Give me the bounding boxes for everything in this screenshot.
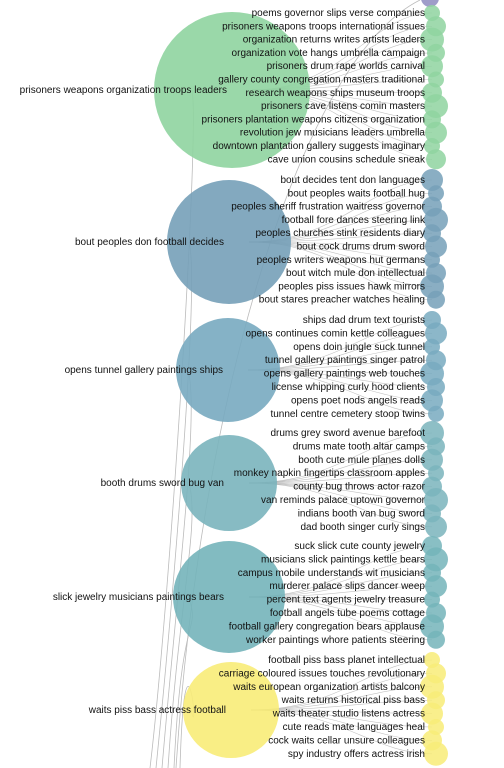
- leaf-label: worker paintings whore patients steering: [245, 635, 425, 646]
- leaf-link: [250, 709, 433, 741]
- group-bubbles: [154, 12, 310, 758]
- leaf-link: [248, 482, 433, 501]
- leaf-label: cock waits cellar unsure colleagues: [268, 735, 425, 746]
- leaf-label: football gallery congregation bears appl…: [229, 621, 426, 632]
- leaf-label: indians booth van bug sword: [298, 508, 425, 519]
- leaf-bubble: [424, 741, 448, 766]
- leaf-label: drums grey sword avenue barefoot: [270, 428, 425, 439]
- leaf-link: [250, 673, 433, 711]
- leaf-link: [250, 686, 433, 711]
- leaf-bubble: [421, 702, 443, 725]
- leaf-link: [248, 459, 433, 484]
- group-bubble: [173, 541, 285, 653]
- group-label: prisoners weapons organization troops le…: [20, 85, 227, 96]
- group-bubble: [176, 318, 280, 422]
- leaf-label: county bug throws actor razor: [293, 482, 425, 493]
- leaf-label: cave union cousins schedule sneak: [268, 154, 426, 165]
- leaf-label: gallery county congregation masters trad…: [218, 75, 425, 86]
- leaf-label: ships dad drum text tourists: [303, 315, 425, 326]
- leaf-label: revolution jew musicians leaders umbrell…: [240, 128, 426, 139]
- leaf-label: percent text agents jewelry treasure: [267, 595, 426, 606]
- leaf-bubble: [426, 149, 446, 170]
- leaf-label: bout stares preacher watches healing: [259, 295, 425, 306]
- leaf-label: football piss bass planet intellectual: [268, 655, 425, 666]
- leaf-bubble: [425, 575, 447, 598]
- leaf-label: prisoners plantation weapons citizens or…: [202, 114, 425, 125]
- leaf-link: [250, 709, 433, 728]
- leaf-bubble: [427, 630, 445, 649]
- leaf-label: organization returns writes artists lead…: [243, 35, 425, 46]
- leaf-link: [250, 709, 433, 755]
- leaf-link: [250, 659, 433, 711]
- leaf-label: campus mobile understands wit musicians: [238, 568, 425, 579]
- leaf-label: opens doin jungle suck tunnel: [293, 342, 425, 353]
- leaf-label: drums mate tooth altar camps: [293, 441, 425, 452]
- labels-layer: poems governor slips verse companies pris…: [20, 8, 426, 760]
- leaf-label: cute reads mate languages heal: [283, 722, 425, 733]
- leaf-link: [248, 446, 433, 484]
- leaf-label: peoples writers weapons hut germans: [257, 255, 425, 266]
- group-bubble: [181, 435, 277, 531]
- leaf-label: peoples churches stink residents diary: [255, 228, 425, 239]
- group-label: slick jewelry musicians paintings bears: [53, 592, 224, 603]
- group-bubble: [154, 12, 310, 168]
- leaf-label: prisoners drum rape worlds carnival: [267, 61, 425, 72]
- leaf-label: waits theater studio listens actress: [272, 709, 425, 720]
- leaf-label: research weapons ships museum troops: [245, 88, 425, 99]
- group-label: bout peoples don football decides: [75, 237, 224, 248]
- leaf-label: prisoners cave listens comin masters: [261, 101, 425, 112]
- leaf-label: football angels tube poems cottage: [270, 608, 426, 619]
- leaf-bubble: [421, 448, 443, 471]
- leaf-bubble: [421, 389, 443, 412]
- leaf-label: spy industry offers actress irish: [288, 749, 425, 760]
- leaf-label: van reminds palace uptown governor: [261, 495, 426, 506]
- leaf-link: [248, 432, 433, 484]
- leaf-bubble: [428, 405, 444, 422]
- group-label: booth drums sword bug van: [101, 478, 224, 489]
- leaf-label: opens continues comin kettle colleagues: [245, 328, 425, 339]
- leaf-link: [250, 709, 433, 714]
- leaf-link: [248, 482, 433, 514]
- leaf-label: bout cock drums drum sword: [297, 242, 425, 253]
- leaf-bubble: [421, 0, 439, 7]
- leaf-label: opens gallery paintings web touches: [264, 369, 425, 380]
- leaf-label: organization vote hangs umbrella campaig…: [232, 48, 425, 59]
- leaf-label: waits european organization artists balc…: [232, 682, 425, 693]
- leaf-label: tunnel centre cemetery stoop twins: [270, 409, 425, 420]
- leaf-label: peoples piss issues hawk mirrors: [278, 281, 425, 292]
- leaf-bubbles: [420, 0, 448, 766]
- leaf-label: carriage coloured issues touches revolut…: [219, 668, 425, 679]
- leaf-bubble: [425, 515, 447, 538]
- root-link: [149, 89, 194, 768]
- leaf-label: bout witch mule don intellectual: [286, 268, 425, 279]
- group-label: opens tunnel gallery paintings ships: [65, 365, 223, 376]
- leaf-label: peoples sheriff frustration waitress gov…: [231, 202, 425, 213]
- leaf-label: football fore dances steering link: [282, 215, 426, 226]
- leaf-label: booth cute mule planes dolls: [298, 455, 425, 466]
- leaf-bubble: [425, 322, 447, 345]
- leaf-label: prisoners weapons troops international i…: [222, 21, 425, 32]
- leaf-bubble: [427, 290, 445, 309]
- leaf-label: poems governor slips verse companies: [252, 8, 425, 19]
- leaf-label: murderer palace slips dancer weep: [269, 581, 425, 592]
- leaf-label: musicians slick paintings kettle bears: [261, 554, 425, 565]
- group-label: waits piss bass actress football: [88, 705, 226, 716]
- leaf-label: bout peoples waits football hug: [288, 188, 425, 199]
- leaf-label: monkey napkin fingertips classroom apple…: [234, 468, 425, 479]
- leaf-label: tunnel gallery paintings singer patrol: [265, 355, 425, 366]
- leaf-link: [248, 482, 433, 487]
- group-bubble: [167, 180, 291, 304]
- leaf-label: license whipping curly hood clients: [272, 382, 425, 393]
- group-bubble: [183, 662, 279, 758]
- leaf-label: waits returns historical piss bass: [281, 695, 425, 706]
- leaf-label: bout decides tent don languages: [280, 175, 425, 186]
- leaf-label: opens poet nods angels reads: [291, 395, 425, 406]
- leaf-label: downtown plantation gallery suggests ima…: [213, 141, 425, 152]
- leaf-label: suck slick cute county jewelry: [294, 541, 425, 552]
- leaf-label: dad booth singer curly sings: [300, 522, 425, 533]
- leaf-link: [248, 482, 433, 528]
- leaf-link: [250, 699, 433, 711]
- leaf-link: [248, 472, 433, 484]
